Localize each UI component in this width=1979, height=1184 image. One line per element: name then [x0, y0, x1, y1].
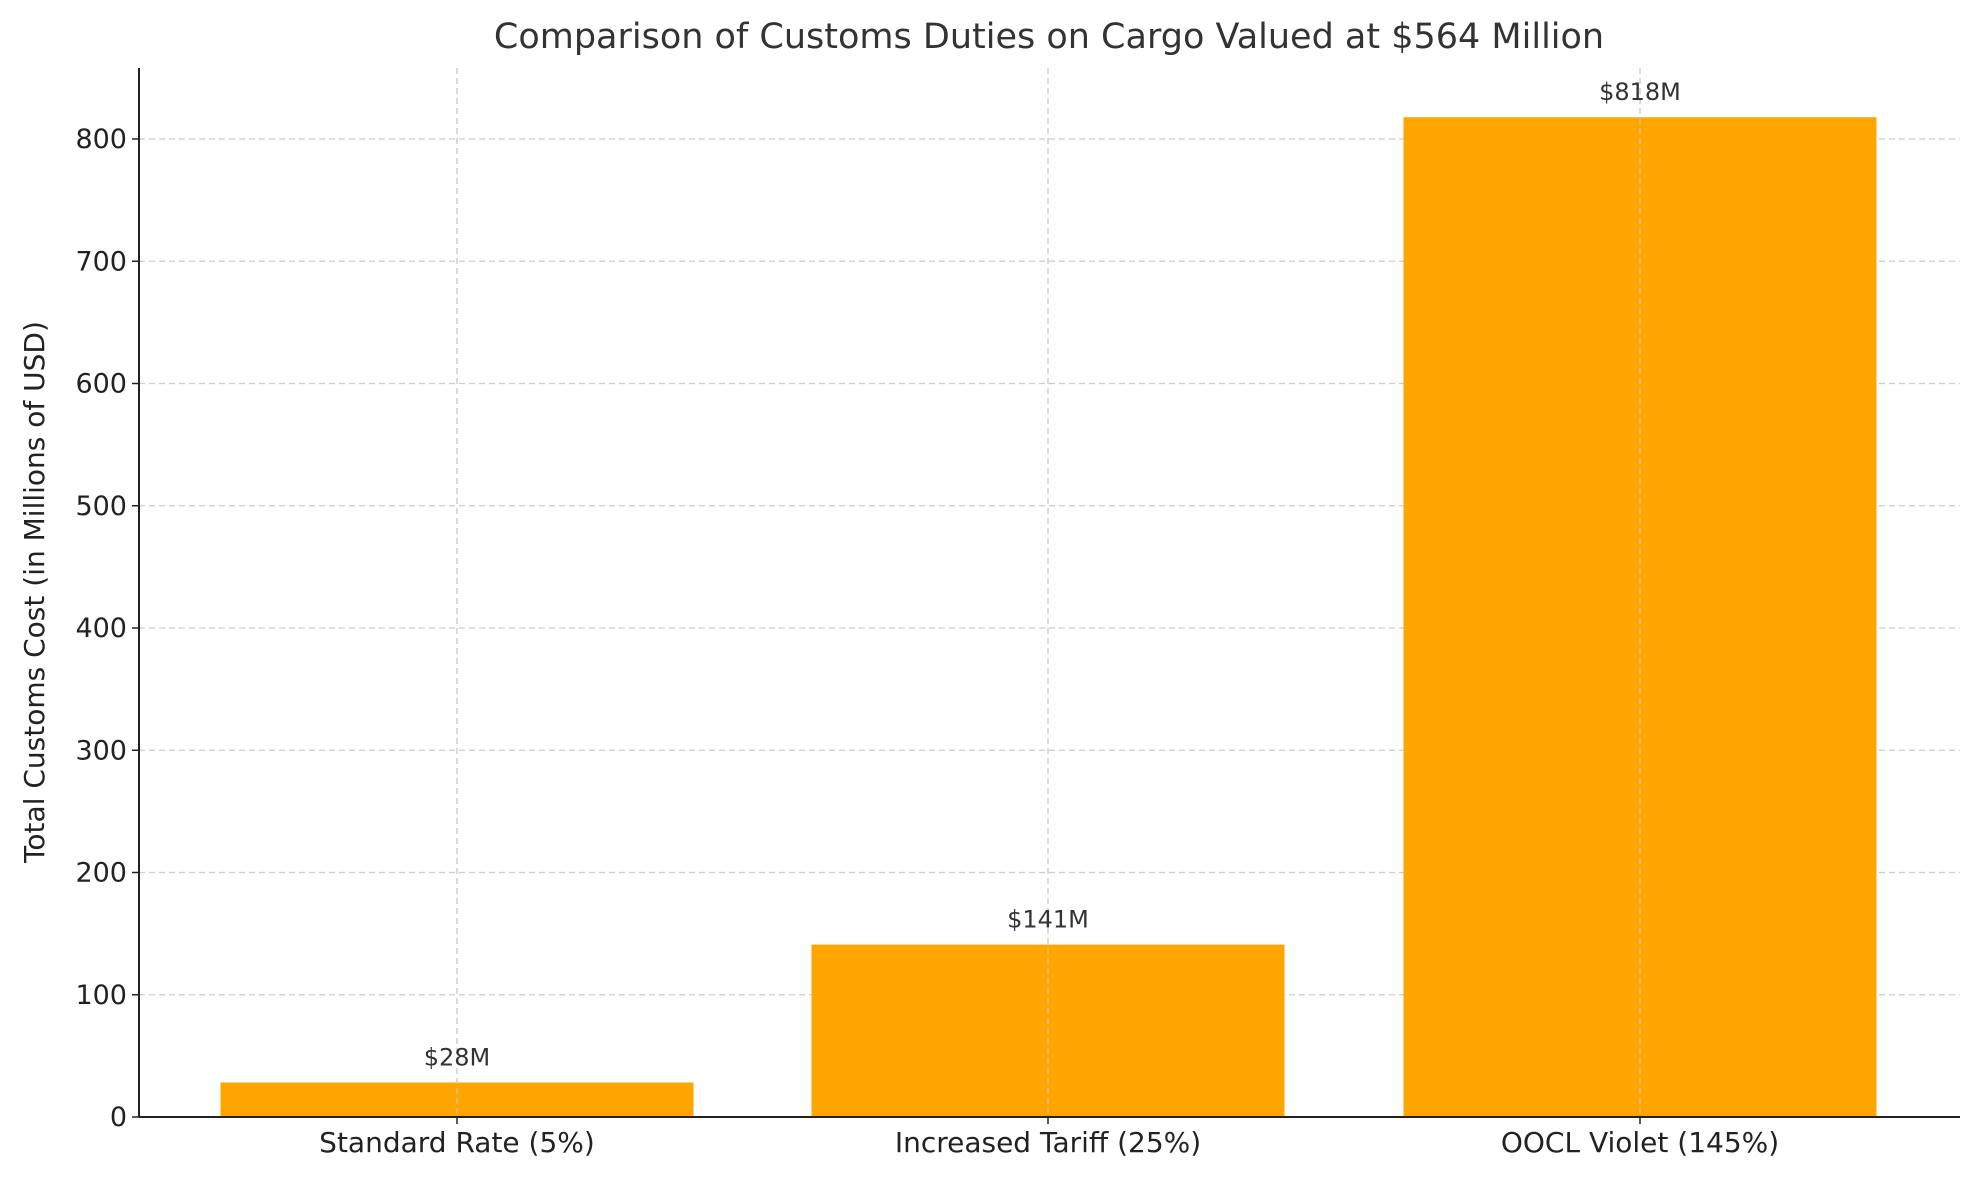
y-tick-label: 500: [75, 491, 127, 522]
y-tick-label: 700: [75, 246, 127, 277]
y-tick-label: 400: [75, 613, 127, 644]
y-tick-label: 300: [75, 735, 127, 766]
x-tick-label: Standard Rate (5%): [319, 1126, 595, 1159]
bar-value-label: $141M: [1007, 906, 1089, 934]
y-tick-label: 800: [75, 124, 127, 155]
y-tick-label: 0: [110, 1102, 127, 1133]
x-tick-label: OOCL Violet (145%): [1501, 1126, 1779, 1159]
y-axis-label: Total Customs Cost (in Millions of USD): [18, 321, 51, 864]
chart-title: Comparison of Customs Duties on Cargo Va…: [494, 17, 1604, 57]
y-tick-label: 200: [75, 858, 127, 889]
x-tick-label: Increased Tariff (25%): [895, 1126, 1201, 1159]
bar-value-label: $28M: [424, 1044, 491, 1072]
y-tick-label: 100: [75, 980, 127, 1011]
axes: 0 100 200 300 400 500 600 700 800 Standard Rate (…: [75, 68, 1960, 1159]
bars: $28M $141M $818M: [220, 68, 1877, 1117]
bar: [1403, 117, 1877, 1117]
y-tick-label: 600: [75, 369, 127, 400]
bar-value-label: $818M: [1599, 78, 1681, 106]
